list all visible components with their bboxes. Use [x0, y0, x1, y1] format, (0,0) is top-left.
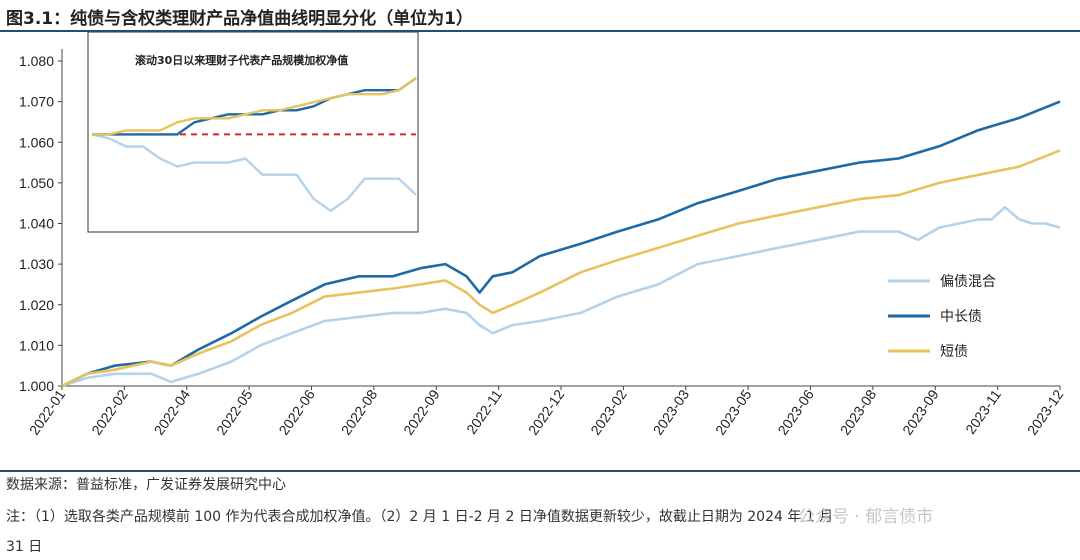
watermark: 公众号 · 郁言债市 [798, 507, 934, 527]
legend-label: 偏债混合 [940, 274, 996, 290]
y-tick-label: 1.050 [19, 175, 54, 191]
series-line-短债 [61, 149, 1061, 388]
x-tick-label: 2022-05 [213, 386, 256, 437]
series-line-中长债 [61, 100, 1061, 388]
series-line-偏债混合 [61, 205, 1061, 388]
y-tick-label: 1.020 [19, 297, 54, 313]
x-tick-label: 2023-09 [899, 386, 942, 437]
inset-series-line-中长债 [92, 77, 417, 136]
inset-chart: 滚动30日以来理财子代表产品规模加权净值 [87, 32, 419, 233]
bottom-rule [0, 470, 1080, 472]
y-tick-label: 1.060 [19, 134, 54, 150]
x-tick-label: 2022-01 [26, 386, 69, 437]
inset-title: 滚动30日以来理财子代表产品规模加权净值 [135, 53, 348, 67]
series-layer [61, 100, 1061, 388]
footnote-line-1: 注：（1）选取各类产品规模前 100 作为代表合成加权净值。（2）2 月 1 日… [6, 509, 834, 525]
x-tick-label: 2023-06 [774, 386, 817, 437]
y-tick-label: 1.070 [19, 94, 54, 110]
x-tick-label: 2022-08 [338, 386, 381, 437]
footnote-line-2: 31 日 [6, 539, 43, 555]
x-tick-label: 2023-11 [962, 386, 1004, 437]
y-tick-label: 1.010 [19, 337, 54, 353]
y-tick-label: 1.040 [19, 216, 54, 232]
x-tick-label: 2022-09 [400, 386, 443, 437]
y-tick-label: 1.030 [19, 256, 54, 272]
legend-label: 中长债 [940, 309, 982, 325]
x-tick-label: 2023-02 [587, 386, 630, 437]
x-tick-label: 2023-12 [1024, 386, 1067, 437]
inset-frame [87, 32, 419, 233]
x-axis: 2022-01 2022-02 2022-04 2022-05 2022-06 2022-… [26, 385, 1067, 438]
y-tick-label: 1.080 [19, 53, 54, 69]
top-rule [0, 30, 1080, 32]
inset-series-line-偏债混合 [91, 133, 417, 213]
x-tick-label: 2023-05 [712, 386, 755, 437]
x-tick-label: 2023-03 [650, 386, 693, 437]
y-tick-label: 1.000 [19, 378, 54, 394]
x-tick-label: 2022-04 [151, 386, 194, 437]
source-note: 数据来源：普益标准，广发证券发展研究中心 [6, 477, 286, 493]
inset-lines [91, 77, 417, 213]
x-tick-label: 2022-11 [463, 386, 505, 437]
x-tick-label: 2023-08 [837, 386, 880, 437]
line-chart: 1.000 1.010 1.020 1.030 1.040 1.050 1.060 1.070… [19, 32, 1067, 438]
x-tick-label: 2022-02 [88, 386, 131, 437]
x-tick-label: 2022-06 [275, 386, 318, 437]
x-tick-label: 2022-12 [525, 386, 568, 437]
inset-series-line-短债 [92, 77, 417, 136]
chart-title: 图3.1：纯债与含权类理财产品净值曲线明显分化（单位为1） [6, 9, 473, 29]
legend-label: 短债 [940, 344, 968, 360]
y-axis: 1.000 1.010 1.020 1.030 1.040 1.050 1.060 1.070… [19, 49, 63, 394]
